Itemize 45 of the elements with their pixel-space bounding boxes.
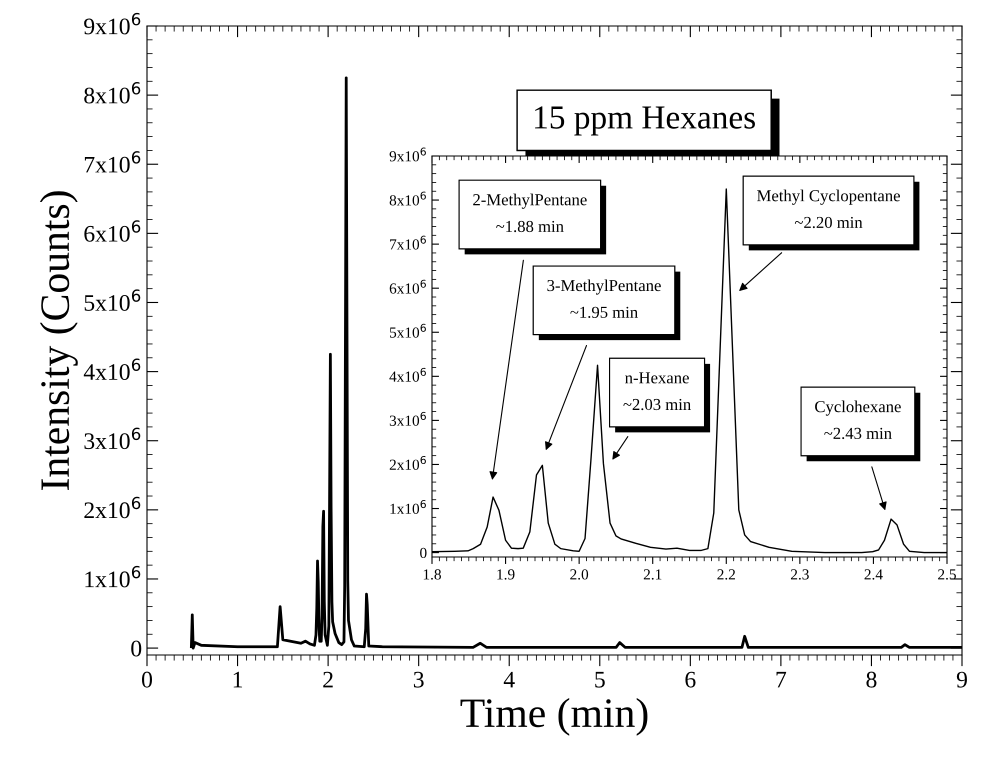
y-tick-label: 1x10$^{6}$: [85, 566, 140, 588]
y-tick-label: 4x10$^{6}$: [389, 368, 426, 382]
y-tick-label: 0: [420, 548, 427, 558]
y-tick-label: 9x10$^{6}$: [84, 12, 140, 34]
x-tick-label: 2.1: [644, 569, 662, 580]
annotation: 3-MethylPentane ~1.95 min: [547, 279, 661, 318]
y-tick-label: 9x10$^{6}$: [390, 148, 426, 162]
x-tick-label: 1.8: [424, 569, 441, 580]
x-tick-label: 5: [595, 672, 605, 688]
x-tick-label: 7: [776, 672, 786, 688]
annotation: n-Hexane ~2.03 min: [623, 372, 691, 410]
x-tick-label: 2: [323, 672, 333, 688]
x-tick-label: 3: [414, 672, 424, 688]
y-tick-label: 7x10$^{6}$: [84, 151, 140, 173]
annotation: Methyl Cyclopentane ~2.20 min: [757, 190, 900, 228]
x-tick-label: 2.2: [717, 569, 735, 580]
y-tick-label: 6x10$^{6}$: [84, 220, 140, 242]
x-tick-label: 1.9: [497, 569, 514, 580]
y-tick-label: 2x10$^{6}$: [84, 496, 140, 518]
y-axis-title: Intensity (Counts): [40, 191, 78, 490]
x-tick-label: 4: [504, 672, 515, 688]
y-tick-label: 6x10$^{6}$: [390, 280, 426, 294]
y-tick-label: 3x10$^{6}$: [390, 412, 426, 426]
y-tick-label: 2x10$^{6}$: [390, 456, 426, 470]
x-tick-label: 6: [685, 672, 696, 688]
x-tick-label: 2.3: [790, 569, 809, 580]
x-axis-title: Time (min): [460, 698, 648, 736]
x-tick-label: 2.4: [864, 569, 883, 580]
x-tick-label: 8: [866, 672, 876, 688]
y-tick-label: 5x10$^{6}$: [390, 324, 426, 338]
y-tick-label: 1x10$^{6}$: [390, 500, 426, 514]
y-tick-label: 4x10$^{6}$: [84, 358, 140, 380]
x-tick-label: 0: [142, 672, 152, 688]
y-tick-label: 7x10$^{6}$: [390, 236, 426, 250]
y-tick-label: 3x10$^{6}$: [84, 428, 140, 450]
text: 15 ppm Hexanes: [535, 106, 755, 136]
y-tick-label: 8x10$^{6}$: [390, 192, 426, 206]
x-tick-label: 2.0: [570, 569, 588, 580]
annotation: Cyclohexane ~2.43 min: [815, 400, 901, 440]
y-tick-label: 0: [131, 640, 142, 657]
y-tick-label: 5x10$^{6}$: [84, 289, 140, 311]
y-tick-label: 8x10$^{6}$: [84, 82, 140, 104]
x-tick-label: 1: [234, 672, 242, 688]
annotation: 2-MethylPentane ~1.88 min: [473, 194, 587, 232]
x-tick-label: 9: [956, 672, 967, 688]
